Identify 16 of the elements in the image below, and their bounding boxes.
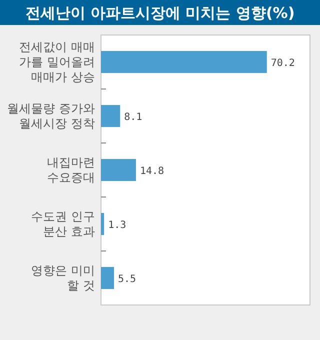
- bar: [101, 159, 136, 181]
- data-label: 70.2: [270, 58, 295, 69]
- y-tick-label: 수도권 인구 분산 효과: [31, 210, 95, 238]
- y-tick-label: 내집마련 수요증대: [47, 156, 95, 184]
- bar: [101, 267, 114, 289]
- data-label: 8.1: [124, 112, 142, 123]
- y-tick-label: 전세값이 매매 가를 밀어올려 매매가 상승: [19, 40, 95, 84]
- bar: [101, 105, 120, 127]
- y-tick-label: 월세물량 증가와 월세시장 정착: [7, 102, 95, 130]
- bar: [101, 51, 267, 73]
- data-label: 14.8: [140, 166, 164, 177]
- y-tick-label: 영향은 미미 할 것: [31, 264, 95, 292]
- bar: [101, 213, 104, 235]
- data-label: 1.3: [108, 220, 126, 231]
- data-label: 5.5: [118, 274, 136, 285]
- chart-title: 전세난이 아파트시장에 미치는 영향(%): [25, 4, 295, 22]
